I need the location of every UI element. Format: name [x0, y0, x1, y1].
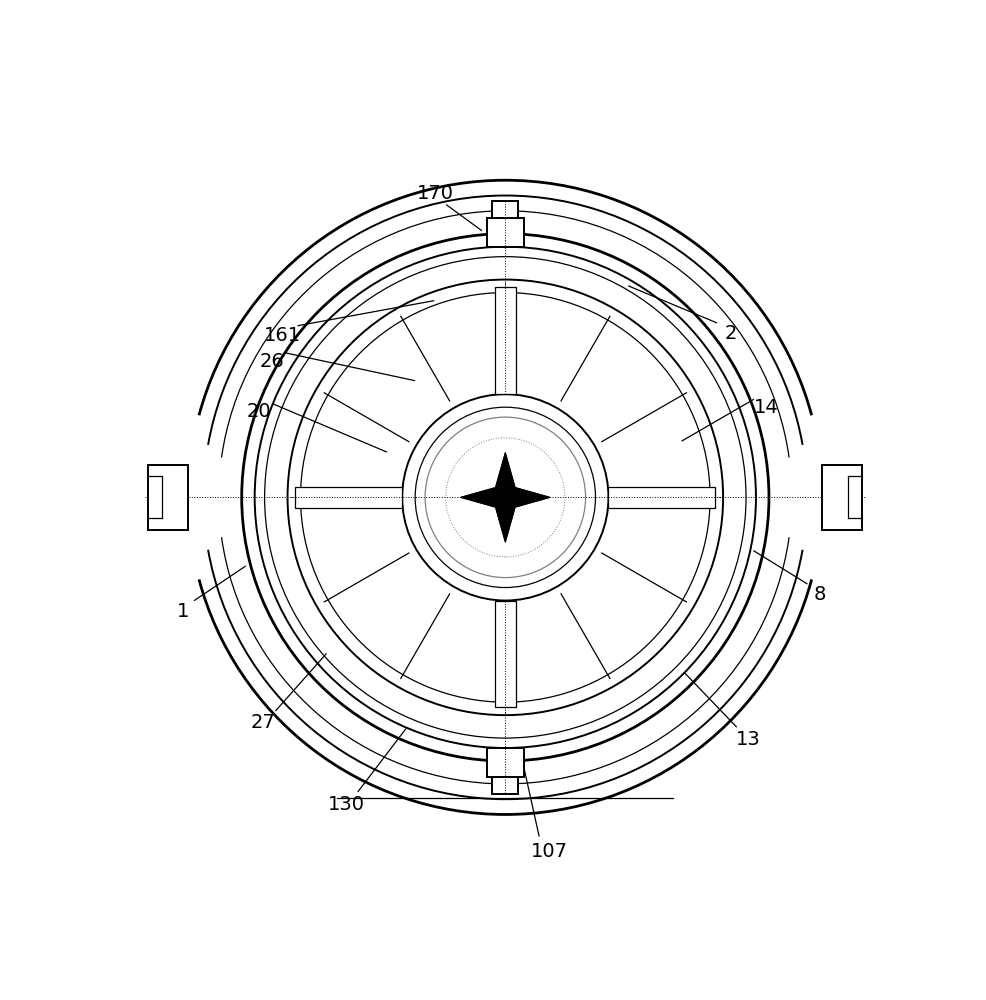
- Text: 170: 170: [416, 184, 454, 203]
- Text: 20: 20: [246, 402, 271, 421]
- Text: 27: 27: [250, 713, 275, 732]
- Text: 26: 26: [260, 352, 285, 371]
- Bar: [495, 601, 516, 707]
- Bar: [487, 218, 524, 247]
- FancyBboxPatch shape: [822, 465, 862, 530]
- Text: 13: 13: [736, 730, 761, 749]
- Bar: [492, 777, 519, 794]
- Text: 2: 2: [725, 324, 737, 343]
- Text: 107: 107: [531, 842, 568, 861]
- Bar: [492, 201, 519, 218]
- Text: 14: 14: [754, 398, 779, 417]
- Text: 1: 1: [176, 602, 189, 621]
- Bar: [608, 487, 716, 508]
- Bar: [295, 487, 402, 508]
- Text: 161: 161: [263, 326, 301, 345]
- Bar: [495, 287, 516, 394]
- Text: 130: 130: [328, 795, 365, 814]
- Text: 8: 8: [814, 585, 826, 604]
- Polygon shape: [461, 453, 549, 542]
- Bar: [487, 748, 524, 777]
- FancyBboxPatch shape: [149, 465, 188, 530]
